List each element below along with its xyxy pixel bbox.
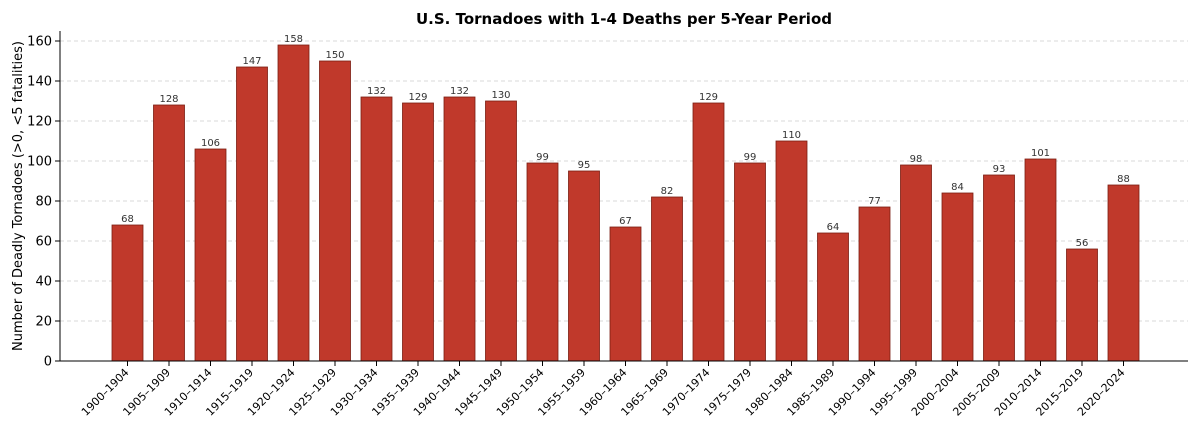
- bar-1960–1964: [609, 226, 642, 362]
- bar-1940–1944: [443, 96, 476, 362]
- data-label: 99: [536, 152, 549, 163]
- bar-1925–1929: [319, 60, 351, 362]
- y-axis-ticks: 0 20 40 60 80 100 120 140 160: [27, 35, 60, 370]
- data-label: 64: [827, 222, 840, 233]
- bar-1905–1909: [153, 104, 185, 362]
- data-label: 132: [367, 86, 386, 97]
- data-label: 129: [699, 92, 718, 103]
- data-label: 95: [578, 160, 591, 171]
- bar-1920–1924: [277, 44, 310, 362]
- bar-2005–2009: [983, 174, 1015, 362]
- data-label: 101: [1031, 148, 1050, 159]
- bar-1915–1919: [236, 66, 268, 362]
- bar-1910–1914: [194, 148, 227, 362]
- data-label: 128: [159, 94, 178, 105]
- data-label: 110: [782, 130, 801, 141]
- data-label: 158: [284, 34, 303, 45]
- y-tick-label: 20: [35, 315, 52, 330]
- bar-1935–1939: [402, 102, 434, 362]
- data-label: 129: [408, 92, 427, 103]
- data-label: 67: [619, 216, 632, 227]
- bar-2000–2004: [941, 192, 974, 362]
- bar-1965–1969: [651, 196, 683, 362]
- y-tick-label: 40: [35, 275, 52, 290]
- y-tick-label: 80: [35, 195, 52, 210]
- y-tick-label: 160: [27, 35, 52, 50]
- bar-1980–1984: [775, 140, 808, 362]
- bar-1955–1959: [568, 170, 600, 362]
- data-label: 88: [1117, 174, 1130, 185]
- bar-2010–2014: [1024, 158, 1057, 362]
- x-axis-ticks: 1900–19041905–19091910–19141915–19191920…: [79, 361, 1128, 419]
- bar-1990–1994: [858, 206, 891, 362]
- bar-1985–1989: [817, 232, 849, 362]
- y-tick-label: 120: [27, 115, 52, 130]
- data-label: 68: [121, 214, 134, 225]
- data-label: 56: [1076, 238, 1089, 249]
- data-label: 82: [661, 186, 674, 197]
- bar-2020–2024: [1107, 184, 1140, 362]
- data-labels: 68 128 106 147 158 150 132 129 132 130 99 95 67 82 129…: [121, 34, 1130, 249]
- data-label: 99: [744, 152, 757, 163]
- data-label: 132: [450, 86, 469, 97]
- data-label: 147: [242, 56, 261, 67]
- y-tick-label: 140: [27, 75, 52, 90]
- y-tick-label: 0: [44, 355, 52, 370]
- y-axis-label: Number of Deadly Tornadoes (>0, <5 fatal…: [11, 41, 26, 351]
- data-label: 150: [325, 50, 344, 61]
- bar-1995–1999: [900, 164, 932, 362]
- data-label: 77: [868, 196, 881, 207]
- bar-1945–1949: [485, 100, 517, 362]
- bar-2015–2019: [1066, 248, 1098, 362]
- bars: [111, 44, 1140, 362]
- bar-1970–1974: [692, 102, 725, 362]
- bar-1900–1904: [111, 224, 144, 362]
- data-label: 130: [491, 90, 510, 101]
- data-label: 106: [201, 138, 220, 149]
- bar-1975–1979: [734, 162, 766, 362]
- chart-title: U.S. Tornadoes with 1-4 Deaths per 5-Yea…: [416, 10, 832, 28]
- bar-1950–1954: [526, 162, 559, 362]
- y-tick-label: 60: [35, 235, 52, 250]
- y-tick-label: 100: [27, 155, 52, 170]
- data-label: 84: [951, 182, 964, 193]
- data-label: 93: [993, 164, 1006, 175]
- bar-1930–1934: [360, 96, 393, 362]
- data-label: 98: [910, 154, 923, 165]
